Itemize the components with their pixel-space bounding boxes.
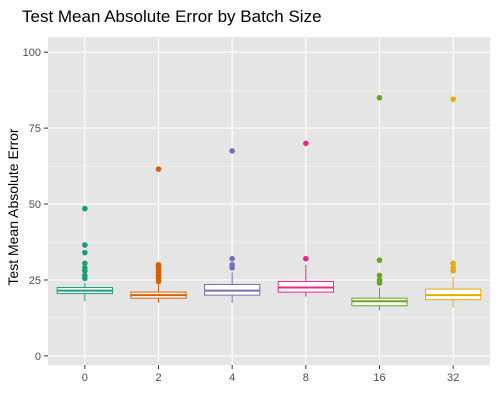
y-tick-label: 0	[35, 351, 41, 363]
outlier-point	[376, 277, 383, 283]
x-tick-label: 32	[447, 372, 459, 384]
outlier-point	[82, 260, 88, 267]
box-16	[351, 94, 408, 311]
outlier-point	[82, 272, 88, 279]
outlier-point	[303, 140, 309, 147]
box-2	[130, 166, 187, 303]
y-axis-title: Test Mean Absolute Error	[5, 128, 21, 286]
outlier-point	[82, 242, 88, 248]
box-0	[56, 205, 113, 302]
x-tick-label: 4	[229, 372, 235, 384]
outlier-point	[229, 261, 235, 268]
box-8	[277, 140, 334, 297]
x-tick-label: 2	[155, 372, 161, 384]
box-4	[204, 148, 261, 303]
chart-title: Test Mean Absolute Error by Batch Size	[22, 7, 322, 26]
y-tick-label: 50	[29, 199, 41, 211]
y-tick-label: 75	[29, 123, 41, 135]
y-tick-label: 25	[29, 275, 41, 287]
outlier-point	[303, 255, 309, 262]
outlier-point	[229, 255, 235, 262]
outlier-point	[376, 94, 383, 101]
x-tick-label: 8	[303, 372, 309, 384]
minor-gridlines	[48, 89, 490, 319]
x-axis: 0 2 4 8 16 32	[82, 365, 459, 384]
x-tick-label: 0	[82, 372, 88, 384]
outlier-point	[376, 257, 383, 264]
outlier-point	[450, 96, 456, 103]
outlier-point	[450, 265, 456, 271]
outlier-point	[229, 148, 235, 154]
outlier-point	[82, 265, 88, 271]
outlier-point	[155, 261, 162, 268]
box-32	[425, 96, 482, 308]
outlier-point	[376, 272, 383, 279]
outlier-point	[82, 205, 88, 212]
outlier-point	[450, 260, 456, 267]
y-tick-label: 100	[23, 47, 41, 59]
outlier-point	[155, 166, 162, 172]
y-axis: 0 25 50 75 100	[23, 47, 48, 363]
plot-panel	[48, 37, 490, 365]
x-tick-label: 16	[373, 372, 385, 384]
outlier-point	[82, 249, 88, 256]
boxes-layer	[56, 94, 482, 311]
